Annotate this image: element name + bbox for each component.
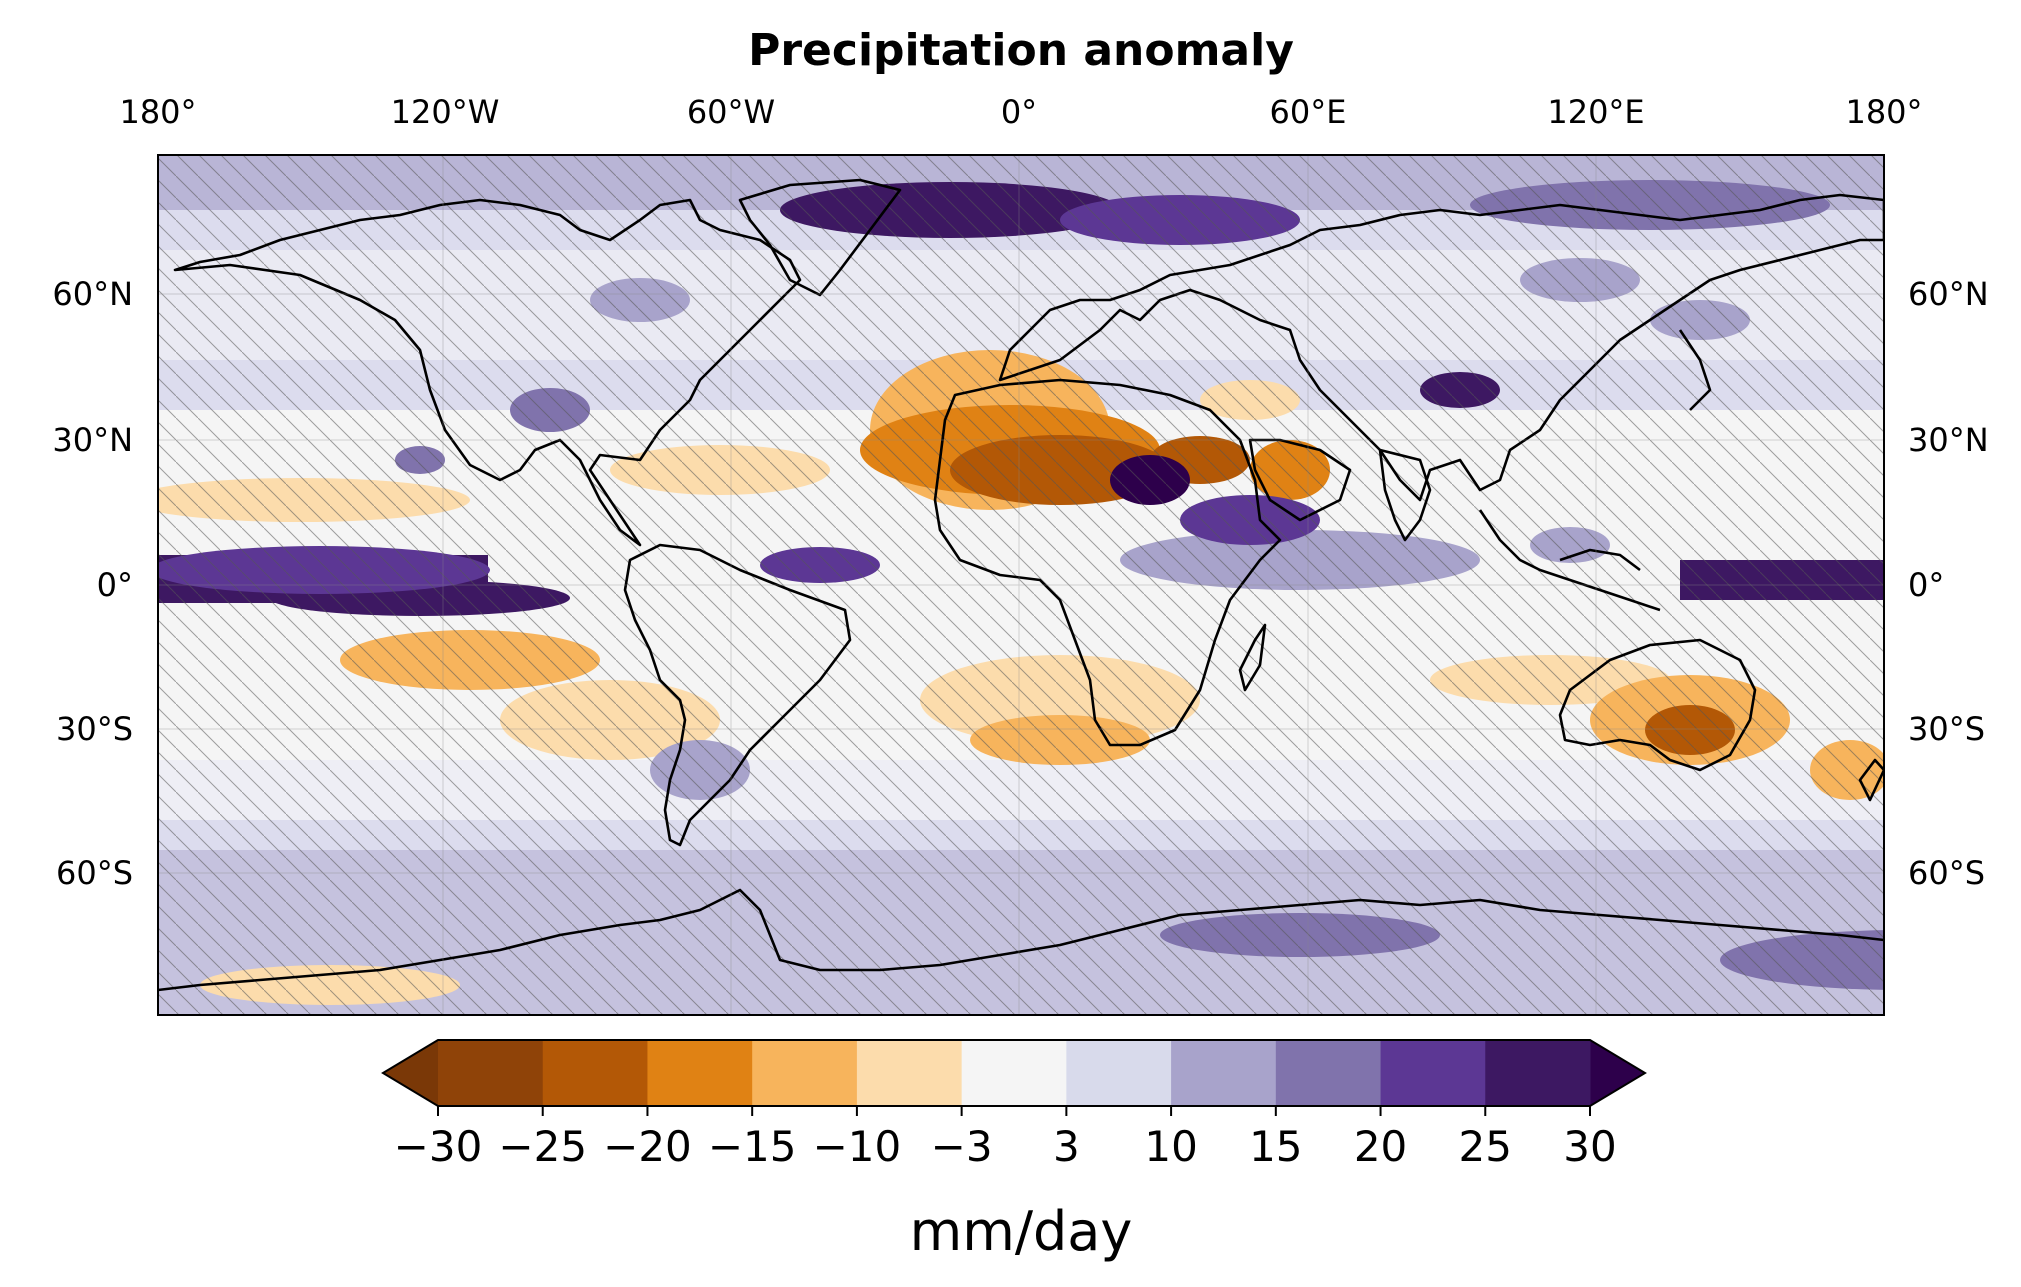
colorbar-tick-label: −20 [603,1122,692,1171]
colorbar-extend-low [383,1040,438,1106]
colorbar-tick-label: 20 [1354,1122,1407,1171]
map-panel [158,155,1884,1015]
gridlines [158,155,1884,1015]
lat-tick-labels-right: 60°N 30°N 0° 30°S 60°S [1908,275,1989,892]
colorbar-segment [542,1040,648,1106]
lat-tick-label: 0° [97,566,133,604]
colorbar-tick-labels: −30 −25 −20 −15 −10 −3 3 10 15 20 25 30 [394,1106,1617,1171]
lon-tick-label: 60°E [1270,93,1347,131]
lat-tick-label: 30°S [56,710,133,748]
lat-tick-label: 60°S [56,854,133,892]
colorbar-segment [1485,1040,1591,1106]
colorbar-extend-high [1590,1040,1645,1106]
colorbar-segment [1380,1040,1486,1106]
colorbar-tick-label: 15 [1249,1122,1302,1171]
colorbar-segment [647,1040,753,1106]
colorbar-tick-label: 25 [1459,1122,1512,1171]
colorbar-tick-label: −3 [931,1122,993,1171]
colorbar-tick-label: −10 [813,1122,902,1171]
map-frame [157,154,1885,1016]
colorbar-segment [856,1040,963,1106]
lon-tick-label: 0° [1001,93,1037,131]
significance-hatching [158,155,1884,1015]
colorbar-tick-label: 10 [1144,1122,1197,1171]
colorbar-tick-label: 30 [1563,1122,1616,1171]
lon-tick-labels: 180° 120°W 60°W 0° 60°E 120°E 180° [119,93,1922,131]
colorbar-tick-label: −30 [394,1122,483,1171]
coastlines [158,178,1884,992]
lat-tick-labels-left: 60°N 30°N 0° 30°S 60°S [52,275,133,892]
colorbar-segment [1171,1040,1277,1106]
map-title: Precipitation anomaly [748,25,1294,76]
lat-tick-label: 30°S [1908,710,1985,748]
colorbar-label: mm/day [910,1200,1133,1263]
lon-tick-label: 180° [1845,93,1922,131]
lat-tick-label: 60°N [52,275,133,313]
lat-tick-label: 30°N [52,421,133,459]
colorbar-segment [961,1040,1067,1106]
colorbar-tick-label: 3 [1053,1122,1080,1171]
lat-tick-label: 60°S [1908,854,1985,892]
colorbar [381,1039,1647,1107]
lat-tick-label: 30°N [1908,421,1989,459]
lat-tick-label: 60°N [1908,275,1989,313]
lon-tick-label: 120°E [1547,93,1644,131]
colorbar-segment [438,1040,544,1106]
lon-tick-label: 180° [119,93,196,131]
lon-tick-label: 60°W [687,93,775,131]
colorbar-tick-label: −15 [708,1122,797,1171]
colorbar-tick-label: −25 [498,1122,587,1171]
lat-tick-label: 0° [1908,566,1944,604]
colorbar-segment [1275,1040,1382,1106]
colorbar-segment [1066,1040,1172,1106]
lon-tick-label: 120°W [391,93,500,131]
colorbar-segment [752,1040,858,1106]
